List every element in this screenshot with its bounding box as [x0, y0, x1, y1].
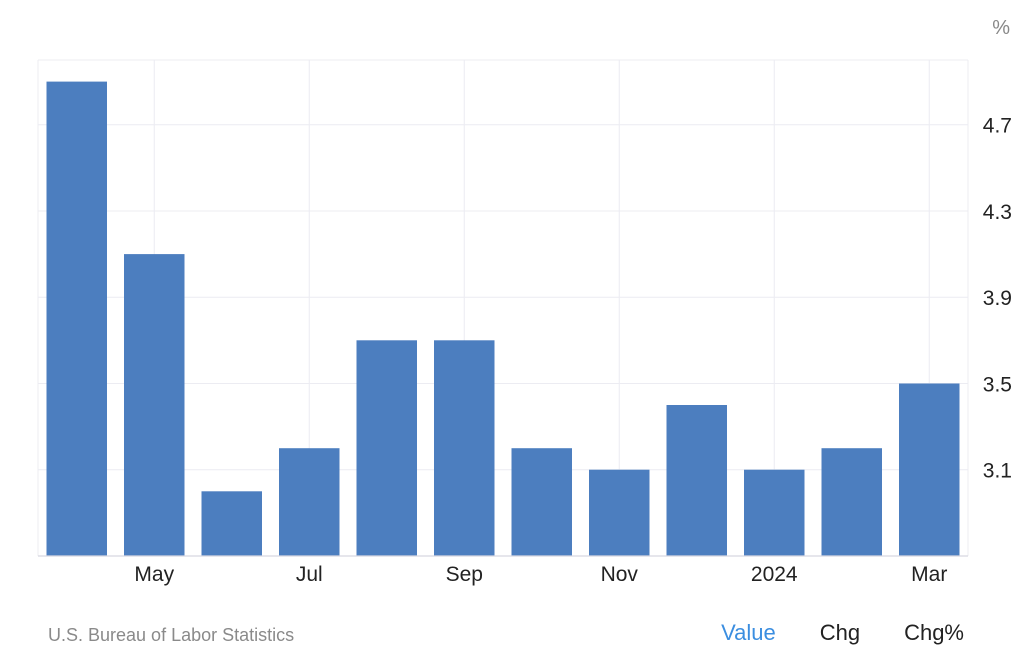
y-tick-label: 3.1 — [983, 460, 1012, 483]
bar-apr[interactable] — [46, 81, 108, 556]
source-label: U.S. Bureau of Labor Statistics — [48, 625, 295, 645]
y-tick-label: 4.7 — [983, 115, 1012, 138]
x-tick-label: Nov — [601, 563, 639, 586]
axes: May Jul Sep Nov 2024 Mar 3.1 3.5 3.9 4.3 4.7 — [38, 115, 1012, 586]
view-tabs: Value Chg Chg% — [677, 620, 964, 646]
bar-dec[interactable] — [666, 405, 728, 556]
y-tick-label: 3.9 — [983, 287, 1012, 310]
bar-feb[interactable] — [821, 448, 883, 556]
x-tick-label: Sep — [446, 563, 483, 586]
x-tick-label: May — [134, 563, 174, 586]
bar-jun[interactable] — [201, 491, 263, 556]
x-tick-label: Mar — [911, 563, 947, 586]
bar-aug[interactable] — [356, 340, 418, 556]
x-tick-label: Jul — [296, 563, 323, 586]
y-tick-label: 3.5 — [983, 373, 1012, 396]
bar-sep[interactable] — [434, 340, 495, 556]
bars — [46, 81, 960, 557]
tab-chg[interactable]: Chg — [819, 620, 861, 645]
tab-chg-percent[interactable]: Chg% — [904, 620, 964, 645]
y-unit-label: % — [992, 17, 1010, 39]
bar-oct[interactable] — [511, 448, 573, 556]
bar-2024[interactable] — [744, 469, 805, 556]
bar-mar[interactable] — [899, 383, 960, 557]
bar-chart: May Jul Sep Nov 2024 Mar 3.1 3.5 3.9 4.3 4.7 % — [37, 17, 1012, 586]
x-tick-label: 2024 — [751, 563, 798, 586]
bar-nov[interactable] — [589, 469, 650, 556]
bar-may[interactable] — [124, 254, 185, 556]
chart-footer: U.S. Bureau of Labor Statistics Value Ch… — [0, 612, 1024, 652]
y-tick-label: 4.3 — [983, 201, 1012, 224]
tab-value[interactable]: Value — [721, 620, 776, 645]
bar-jul[interactable] — [279, 448, 340, 556]
